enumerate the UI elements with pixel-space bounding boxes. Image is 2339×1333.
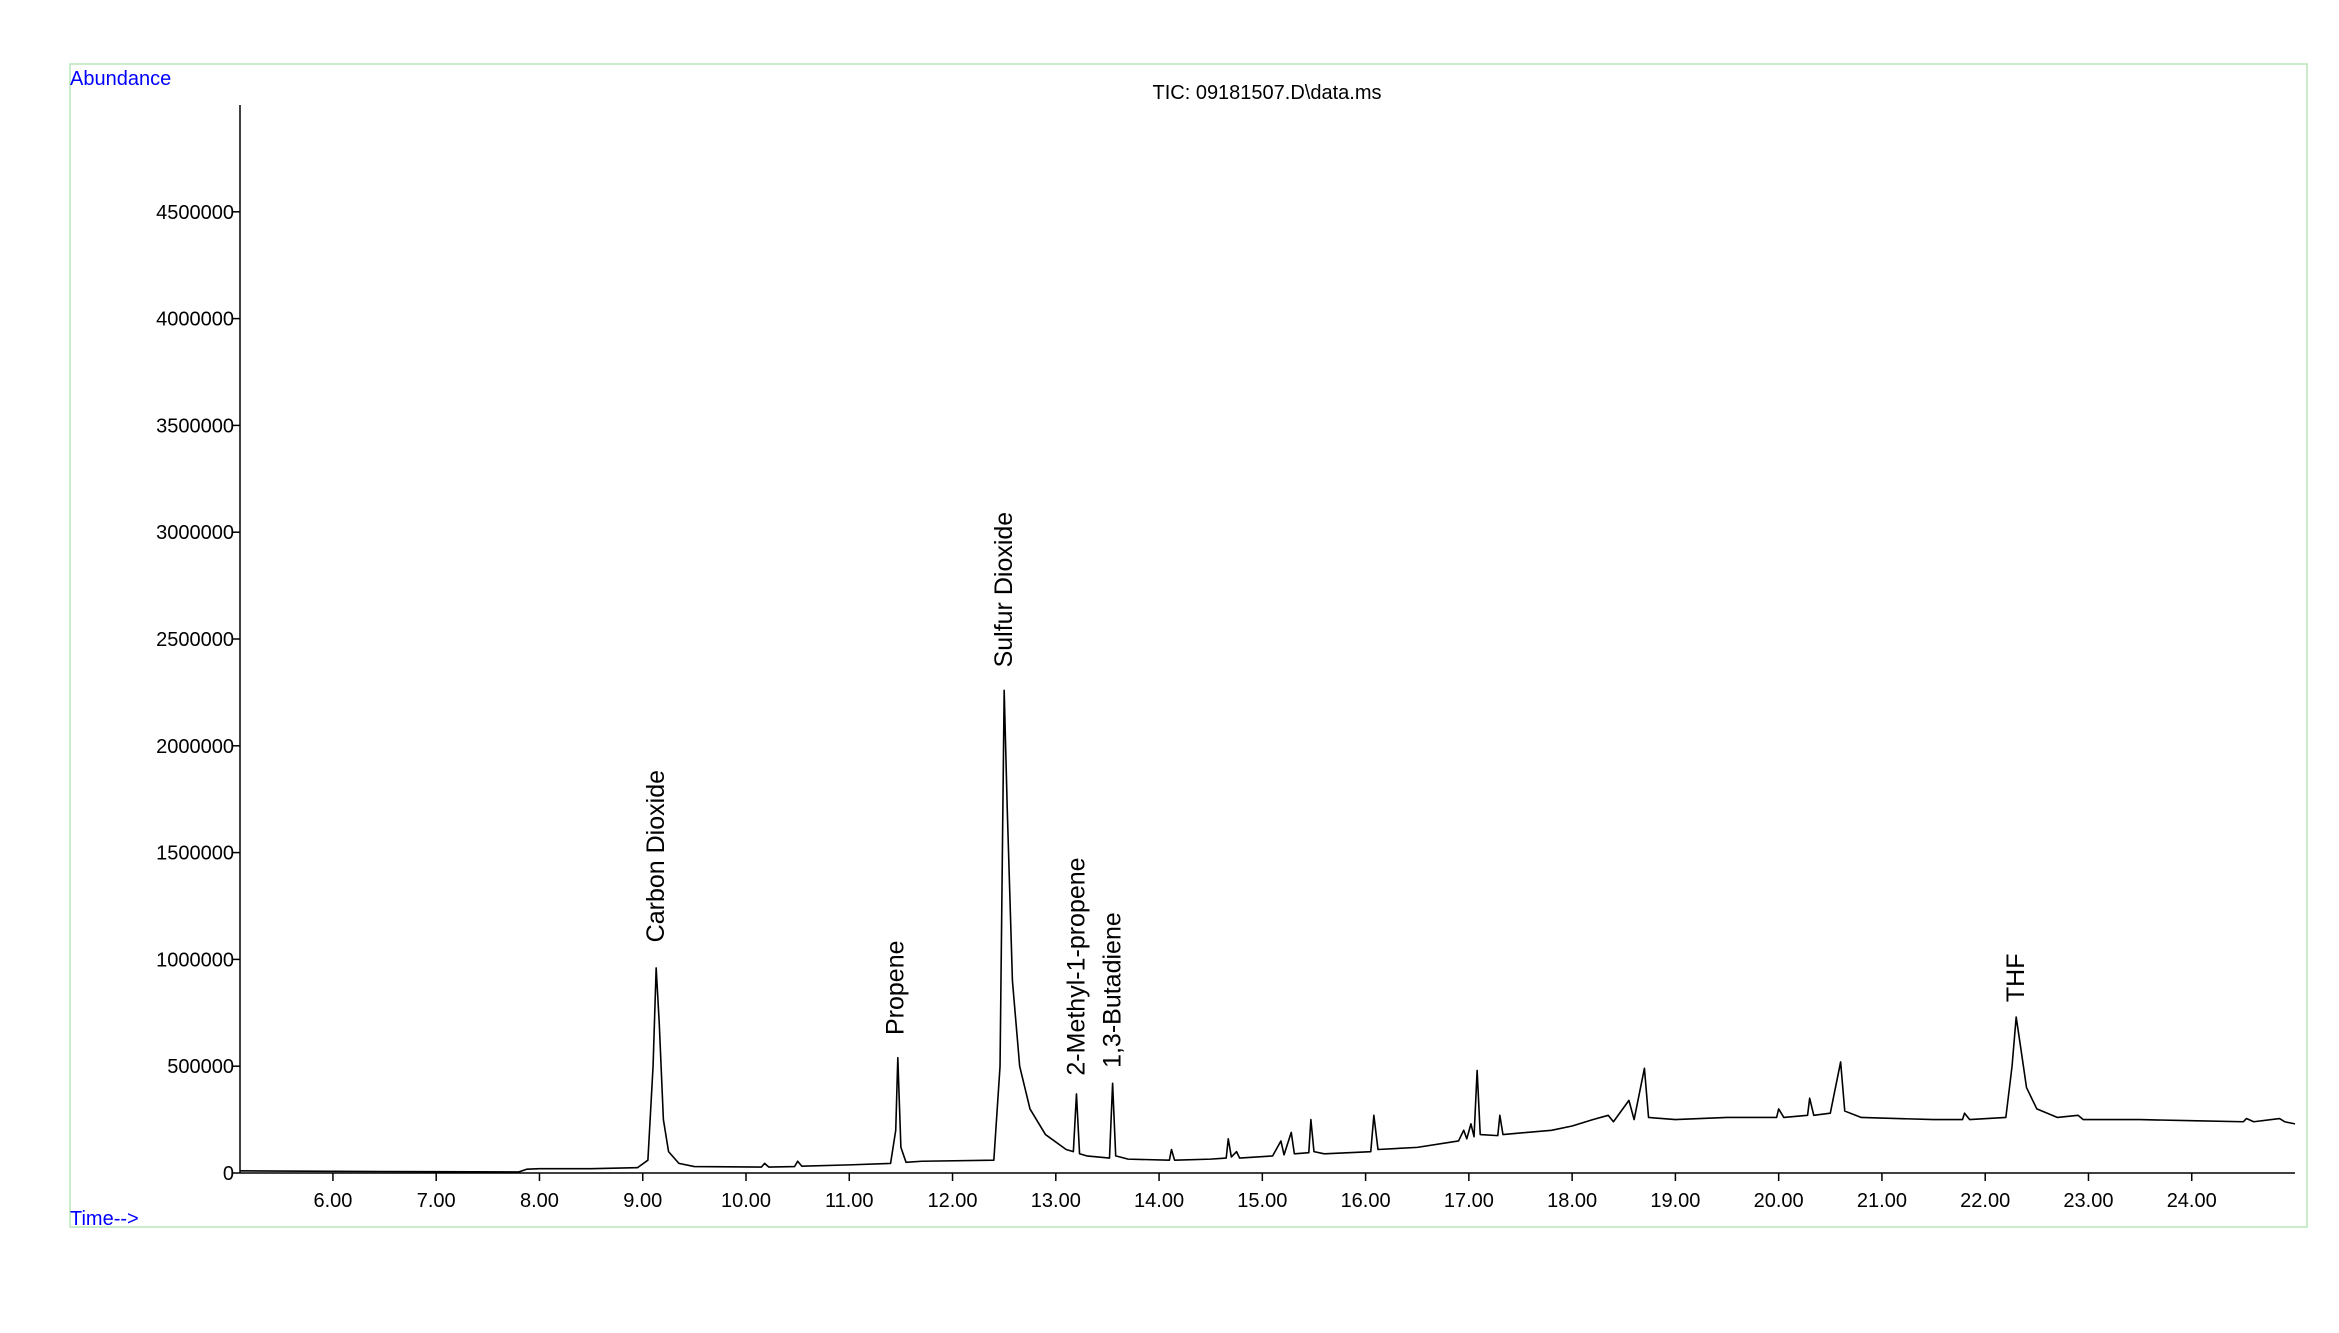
- x-tick-label: 16.00: [1341, 1190, 1391, 1212]
- x-tick-label: 17.00: [1444, 1190, 1494, 1212]
- peak-label: THF: [2002, 954, 2030, 1003]
- y-tick-label: 500000: [167, 1056, 234, 1078]
- y-tick-label: 2000000: [156, 736, 234, 758]
- y-tick-label: 0: [223, 1163, 234, 1185]
- x-tick-label: 9.00: [623, 1190, 662, 1212]
- x-tick-label: 7.00: [417, 1190, 456, 1212]
- y-tick-label: 3500000: [156, 415, 234, 437]
- trace: [239, 689, 2296, 1173]
- x-tick-label: 11.00: [825, 1190, 874, 1212]
- y-tick-label: 4000000: [156, 309, 234, 331]
- y-axis-label: Abundance: [70, 68, 171, 90]
- peak-label: Carbon Dioxide: [642, 770, 670, 942]
- x-axis-label: Time-->: [70, 1208, 139, 1230]
- peak-label: Propene: [882, 940, 910, 1035]
- x-tick-label: 20.00: [1754, 1190, 1804, 1212]
- x-tick-label: 23.00: [2063, 1190, 2113, 1212]
- x-tick-label: 22.00: [1960, 1190, 2010, 1212]
- x-tick-label: 18.00: [1547, 1190, 1597, 1212]
- x-tick-label: 24.00: [2167, 1190, 2217, 1212]
- peak-label: 1,3-Butadiene: [1099, 912, 1127, 1068]
- x-tick-label: 6.00: [313, 1190, 352, 1212]
- x-tick-label: 13.00: [1031, 1190, 1081, 1212]
- y-tick-label: 1500000: [156, 843, 234, 865]
- x-tick-label: 8.00: [520, 1190, 559, 1212]
- x-tick-label: 14.00: [1134, 1190, 1184, 1212]
- peak-label: Sulfur Dioxide: [990, 512, 1018, 668]
- peak-label: 2-Methyl-1-propene: [1062, 857, 1090, 1075]
- y-tick-label: 2500000: [156, 629, 234, 651]
- y-tick-label: 3000000: [156, 522, 234, 544]
- x-tick-label: 12.00: [928, 1190, 978, 1212]
- x-tick-label: 15.00: [1237, 1190, 1287, 1212]
- y-tick-label: 1000000: [156, 949, 234, 971]
- x-tick-label: 19.00: [1650, 1190, 1700, 1212]
- x-tick-label: 21.00: [1857, 1190, 1907, 1212]
- x-tick-label: 10.00: [721, 1190, 771, 1212]
- y-tick-label: 4500000: [156, 202, 234, 224]
- frame: [69, 63, 2308, 1228]
- chart-title: TIC: 09181507.D\data.ms: [1152, 82, 1381, 104]
